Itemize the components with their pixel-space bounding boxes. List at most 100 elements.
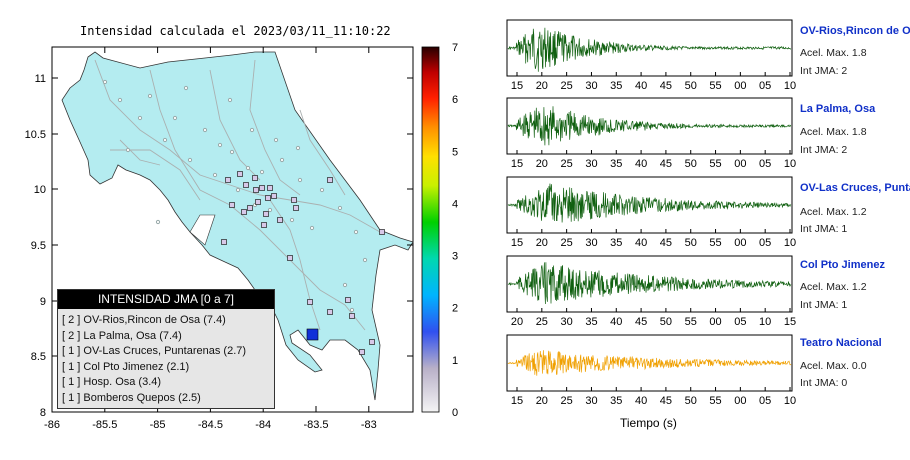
- location-dot: [155, 219, 161, 225]
- trace-name: La Palma, Osa: [800, 103, 876, 115]
- legend-item: [ 1 ] Hosp. Osa (3.4): [62, 376, 162, 389]
- trace-acel: Acel. Max. 1.2: [800, 281, 867, 293]
- waveform-tick-label: 25: [561, 237, 573, 249]
- map-x-tick-label: -86: [44, 419, 60, 431]
- location-dots: [102, 79, 368, 313]
- location-dot: [319, 187, 325, 193]
- waveform-tick-label: 30: [585, 237, 597, 249]
- waveform-tick-label: 00: [734, 237, 746, 249]
- waveform-tick-label: 25: [561, 158, 573, 170]
- location-dot: [117, 97, 123, 103]
- location-dot: [162, 137, 168, 143]
- waveform-tick-label: 55: [709, 80, 721, 92]
- station-marker: [247, 205, 253, 211]
- trace-name: Col Pto Jimenez: [800, 259, 885, 271]
- waveform-panel: 20 25 30 35 40 45 50 55 00 05 10 15: [506, 255, 796, 328]
- waveform-tick-label: 50: [685, 237, 697, 249]
- station-marker: [253, 187, 259, 193]
- waveform-trace: [507, 262, 792, 305]
- waveform-tick-label: 35: [610, 395, 622, 407]
- location-dot: [187, 157, 193, 163]
- waveform-tick-label: 50: [685, 395, 697, 407]
- waveform-tick-label: 05: [759, 237, 771, 249]
- map-title: Intensidad calculada el 2023/03/11_11:10…: [80, 24, 391, 38]
- location-dot: [353, 229, 359, 235]
- location-dot: [309, 225, 315, 231]
- station-marker: [327, 309, 333, 315]
- location-dot: [227, 97, 233, 103]
- waveform-trace: [507, 183, 792, 223]
- waveform-tick-label: 35: [610, 158, 622, 170]
- trace-name: OV-Las Cruces, Puntarenas: [800, 182, 910, 194]
- waveform-tick-label: 00: [734, 158, 746, 170]
- station-marker: [271, 193, 277, 199]
- station-marker: [225, 177, 231, 183]
- location-dot: [273, 137, 279, 143]
- station-marker: [255, 199, 261, 205]
- waveform-tick-label: 00: [734, 395, 746, 407]
- station-marker: [327, 177, 333, 183]
- station-marker: [237, 171, 243, 177]
- legend-item: [ 1 ] Col Pto Jimenez (2.1): [62, 360, 190, 373]
- map-x-ticks: -86 -85.5 -85 -84.5 -84 -83.5 -83: [44, 47, 377, 431]
- location-dot: [259, 169, 265, 175]
- station-markers: [221, 171, 385, 355]
- trace-jma: Int JMA: 1: [800, 299, 848, 311]
- station-marker: [229, 202, 235, 208]
- colorbar: [421, 46, 440, 413]
- legend-item: [ 1 ] OV-Las Cruces, Puntarenas (2.7): [62, 345, 247, 358]
- waveform-tick-label: 55: [709, 395, 721, 407]
- waveform-panel: 15 20 25 30 35 40 45 50 55 00 05 10: [506, 334, 796, 407]
- map-y-tick-label: 9.5: [31, 240, 46, 252]
- map-y-tick-label: 9: [40, 296, 46, 308]
- waveform-panel: 15 20 25 30 35 40 45 50 55 00 05 10: [506, 97, 796, 170]
- waveform-tick-label: 45: [660, 80, 672, 92]
- location-dot: [297, 177, 303, 183]
- location-dot: [295, 145, 301, 151]
- waveform-trace: [507, 106, 792, 146]
- waveform-tick-label: 40: [635, 80, 647, 92]
- waveform-tick-label: 10: [759, 316, 771, 328]
- location-dot: [362, 257, 368, 263]
- waveform-tick-label: 00: [734, 80, 746, 92]
- colorbar-tick-label: 0: [452, 407, 458, 419]
- map-x-tick-label: -85.5: [92, 419, 117, 431]
- time-axis-label: Tiempo (s): [620, 416, 677, 430]
- colorbar-tick-label: 4: [452, 198, 458, 210]
- waveform-tick-label: 30: [585, 158, 597, 170]
- waveform-tick-label: 30: [585, 80, 597, 92]
- map-x-tick-label: -85: [150, 419, 166, 431]
- station-marker: [263, 211, 269, 217]
- station-marker: [349, 313, 355, 319]
- location-dot: [172, 115, 178, 121]
- waveform-tick-label: 35: [610, 237, 622, 249]
- waveform-tick-label: 35: [585, 316, 597, 328]
- waveform-tick-label: 55: [685, 316, 697, 328]
- colorbar-tick-label: 1: [452, 355, 458, 367]
- waveform-tick-label: 20: [511, 316, 523, 328]
- waveform-tick-label: 40: [635, 237, 647, 249]
- station-marker: [379, 229, 385, 235]
- waveform-frame: [506, 255, 793, 313]
- waveform-tick-label: 40: [610, 316, 622, 328]
- station-marker: [277, 217, 283, 223]
- waveform-tick-label: 05: [734, 316, 746, 328]
- map-y-tick-label: 11: [35, 73, 46, 85]
- intensity-legend: INTENSIDAD JMA [0 a 7] [ 2 ] OV-Rios,Rin…: [57, 289, 275, 409]
- legend-item: [ 1 ] Bomberos Quepos (2.5): [62, 391, 201, 404]
- waveform-tick-label: 20: [536, 158, 548, 170]
- trace-name: Teatro Nacional: [800, 337, 882, 349]
- legend-item: [ 2 ] OV-Rios,Rincon de Osa (7.4): [62, 314, 226, 326]
- map-y-ticks: 11 10.5 10 9.5 9 8.5 8: [25, 73, 413, 419]
- location-dot: [202, 127, 208, 133]
- waveform-tick-label: 05: [759, 158, 771, 170]
- waveform-tick-label: 20: [536, 237, 548, 249]
- location-dot: [342, 282, 348, 288]
- station-marker: [369, 339, 375, 345]
- waveform-tick-label: 15: [511, 80, 523, 92]
- location-dot: [183, 85, 189, 91]
- map-x-tick-label: -83: [361, 419, 377, 431]
- station-marker: [261, 222, 267, 228]
- waveform-tick-label: 30: [561, 316, 573, 328]
- station-marker: [359, 349, 365, 355]
